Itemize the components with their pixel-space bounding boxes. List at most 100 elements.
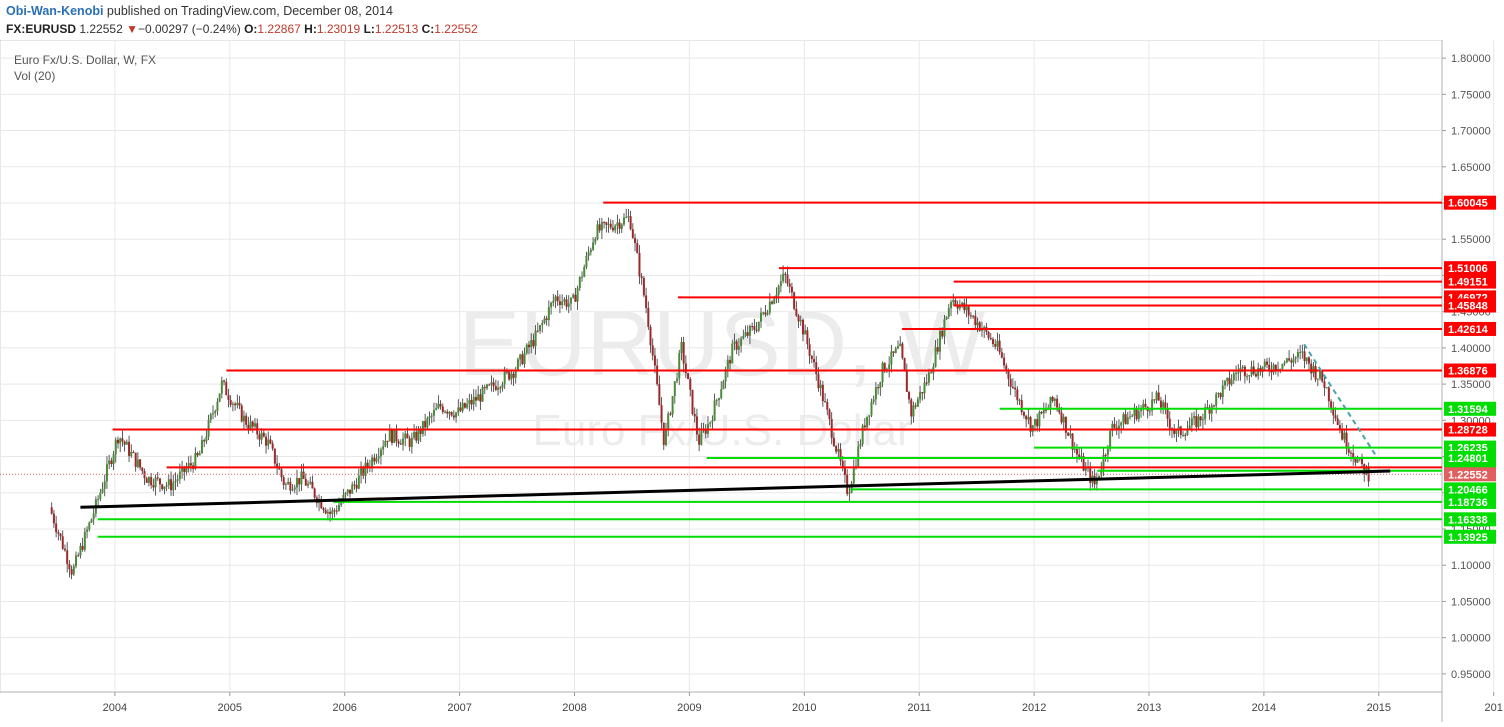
candle-body — [1219, 393, 1222, 398]
candle-body — [426, 418, 429, 428]
candle-body — [908, 392, 911, 400]
candle-body — [846, 474, 849, 494]
candle-body — [324, 510, 327, 514]
candle-body — [543, 318, 546, 323]
series-name[interactable]: Euro Fx/U.S. Dollar, W, FX — [14, 53, 157, 67]
candle-body — [229, 399, 232, 405]
last-price: 1.22552 — [79, 22, 123, 36]
candle-body — [532, 340, 535, 347]
candle-body — [1261, 366, 1264, 372]
symbol-label: FX:EURUSD — [6, 22, 77, 36]
candle-body — [267, 439, 270, 446]
candle-body — [912, 405, 915, 417]
candle-body — [141, 467, 144, 472]
resistance-level-tag — [1444, 261, 1496, 276]
candle-body — [503, 371, 506, 385]
candle-body — [457, 407, 460, 413]
candle-body — [209, 414, 212, 420]
candle-body — [901, 343, 904, 359]
y-tick-label: 1.00000 — [1451, 633, 1491, 645]
price-chart[interactable]: 1.800001.750001.700001.650001.600001.550… — [0, 39, 1504, 722]
candle-body — [634, 237, 637, 244]
x-tick-label: 2015 — [1367, 702, 1391, 714]
candle-body — [1228, 377, 1231, 385]
candle-body — [919, 392, 922, 400]
candle-body — [86, 529, 89, 532]
candle-body — [947, 308, 950, 317]
x-tick-label: 2011 — [907, 702, 931, 714]
candle-body — [466, 403, 469, 408]
candle-body — [574, 294, 577, 302]
candle-body — [1029, 417, 1032, 432]
candle-body — [576, 288, 579, 302]
candle-body — [1332, 407, 1335, 416]
candle-body — [746, 332, 749, 336]
candle-body — [808, 344, 811, 356]
x-tick-label: 2012 — [1022, 702, 1046, 714]
candle-body — [1084, 467, 1087, 471]
candle-body — [921, 392, 924, 394]
candle-body — [622, 217, 625, 225]
candle-body — [258, 434, 261, 440]
candle-body — [474, 397, 477, 401]
candle-body — [1265, 361, 1268, 365]
candle-body — [636, 243, 639, 254]
candle-body — [726, 360, 729, 369]
candle-body — [1327, 387, 1330, 402]
candle-body — [205, 436, 208, 442]
candle-body — [660, 405, 663, 423]
candle-body — [459, 407, 462, 411]
candle-body — [583, 266, 586, 277]
candle-body — [1053, 398, 1056, 401]
candle-body — [1153, 399, 1156, 401]
candle-body — [1151, 399, 1154, 411]
candle-body — [253, 423, 256, 427]
author-link[interactable]: Obi-Wan-Kenobi — [6, 4, 104, 18]
candle-body — [72, 566, 75, 575]
candle-body — [1164, 402, 1167, 409]
candle-body — [1122, 414, 1125, 423]
candle-body — [1003, 357, 1006, 366]
candle-body — [958, 305, 961, 309]
candle-body — [605, 222, 608, 225]
candle-body — [700, 430, 703, 445]
candle-body — [994, 344, 997, 347]
candle-body — [1022, 412, 1025, 416]
candle-body — [333, 510, 336, 512]
candle-body — [1354, 458, 1357, 463]
candle-body — [1184, 434, 1187, 436]
candle-body — [1148, 410, 1151, 412]
candle-body — [225, 381, 228, 396]
candle-body — [1089, 468, 1092, 483]
candle-body — [848, 492, 851, 494]
candle-body — [651, 345, 654, 356]
candle-body — [415, 431, 418, 441]
candle-body — [214, 411, 217, 414]
candle-body — [492, 382, 495, 387]
candle-body — [525, 344, 528, 354]
candle-body — [1009, 378, 1012, 387]
candle-body — [375, 458, 378, 462]
resistance-level-tag-label: 1.42614 — [1448, 324, 1489, 336]
candle-body — [671, 396, 674, 415]
indicator-name[interactable]: Vol (20) — [14, 69, 56, 83]
candle-body — [360, 468, 363, 476]
candle-body — [384, 440, 387, 447]
candle-body — [110, 460, 113, 465]
candle-body — [527, 344, 530, 348]
candle-body — [724, 368, 727, 382]
candle-body — [388, 429, 391, 442]
candle-body — [594, 238, 597, 243]
candle-body — [125, 441, 128, 445]
candle-body — [536, 330, 539, 332]
candle-body — [1102, 454, 1105, 470]
candle-body — [262, 432, 265, 437]
y-tick-label: 0.95000 — [1451, 669, 1491, 681]
chart-area[interactable]: 1.800001.750001.700001.650001.600001.550… — [0, 39, 1504, 722]
candle-body — [534, 330, 537, 347]
candle-body — [1157, 392, 1160, 401]
candle-body — [265, 436, 268, 446]
y-tick-label: 1.75000 — [1451, 89, 1491, 101]
candle-body — [916, 399, 919, 407]
candle-body — [1062, 416, 1065, 423]
